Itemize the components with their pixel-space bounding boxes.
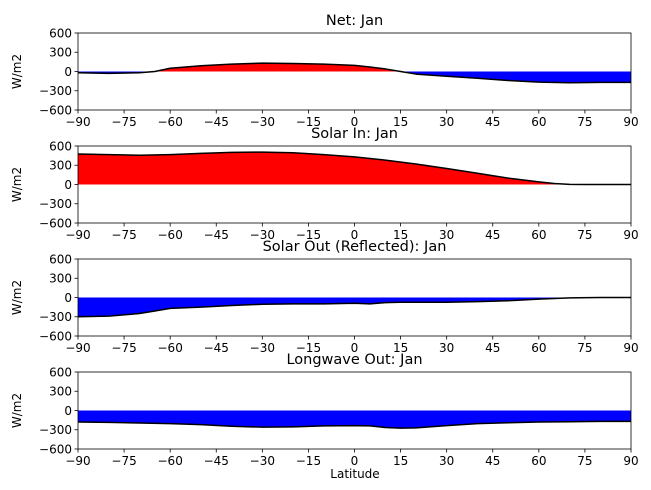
x-tick-label: −30 bbox=[250, 228, 275, 242]
y-tick-label: 300 bbox=[49, 385, 72, 399]
x-tick-label: 60 bbox=[531, 341, 546, 355]
x-tick-label: −90 bbox=[65, 454, 90, 468]
x-tick-label: 90 bbox=[623, 341, 638, 355]
panel-1: −90 −75 −60 −45 −30 −15 0 15 30 45 60 75 90 600 300 0 −3… bbox=[10, 13, 639, 129]
y-tick-label: −300 bbox=[39, 197, 72, 211]
y-axis-label: W/m2 bbox=[10, 393, 24, 428]
x-tick-label: 0 bbox=[351, 228, 359, 242]
y-tick-label: −600 bbox=[39, 103, 72, 117]
x-tick-label: 15 bbox=[393, 115, 408, 129]
x-tick-label: 45 bbox=[485, 115, 500, 129]
x-tick-label: −75 bbox=[111, 115, 136, 129]
x-tick-label: −60 bbox=[158, 341, 183, 355]
series-line bbox=[78, 296, 631, 318]
y-axis-label: W/m2 bbox=[10, 54, 24, 89]
x-tick-label: −60 bbox=[158, 228, 183, 242]
x-tick-label: 45 bbox=[485, 228, 500, 242]
x-tick-label: −45 bbox=[204, 454, 229, 468]
area-fill-negative bbox=[78, 297, 631, 317]
x-tick-label: 60 bbox=[531, 228, 546, 242]
y-axis-label: W/m2 bbox=[10, 167, 24, 202]
series-line bbox=[78, 420, 631, 429]
x-tick-label: 75 bbox=[577, 115, 592, 129]
x-tick-label: −90 bbox=[65, 341, 90, 355]
y-tick-label: −600 bbox=[39, 442, 72, 456]
y-tick-label: 600 bbox=[49, 26, 72, 40]
x-tick-label: −30 bbox=[250, 341, 275, 355]
x-tick-label: 60 bbox=[531, 115, 546, 129]
x-tick-label: 30 bbox=[439, 228, 454, 242]
y-tick-label: −300 bbox=[39, 84, 72, 98]
y-tick-label: 0 bbox=[64, 291, 72, 305]
x-tick-label: −90 bbox=[65, 228, 90, 242]
y-tick-label: 300 bbox=[49, 46, 72, 60]
y-tick-label: 600 bbox=[49, 252, 72, 266]
x-tick-label: −45 bbox=[204, 115, 229, 129]
panel-title: Solar In: Jan bbox=[311, 126, 398, 142]
x-tick-label: −30 bbox=[250, 454, 275, 468]
x-tick-label: 75 bbox=[577, 341, 592, 355]
x-tick-label: 90 bbox=[623, 228, 638, 242]
panel-2: −90 −75 −60 −45 −30 −15 0 15 30 45 60 75 90 600 300 0 −3… bbox=[10, 126, 639, 242]
x-tick-label: 15 bbox=[393, 341, 408, 355]
y-tick-label: 600 bbox=[49, 365, 72, 379]
x-tick-label: 60 bbox=[531, 454, 546, 468]
x-tick-label: −15 bbox=[296, 341, 321, 355]
x-tick-label: 30 bbox=[439, 341, 454, 355]
x-tick-label: −15 bbox=[296, 454, 321, 468]
x-axis-label: Latitude bbox=[330, 467, 379, 481]
x-tick-label: −15 bbox=[296, 228, 321, 242]
y-tick-label: 0 bbox=[64, 65, 72, 79]
x-tick-label: 0 bbox=[351, 454, 359, 468]
x-tick-label: 45 bbox=[485, 454, 500, 468]
y-tick-label: 0 bbox=[64, 178, 72, 192]
x-tick-label: −60 bbox=[158, 115, 183, 129]
y-tick-label: 300 bbox=[49, 159, 72, 173]
x-tick-label: −45 bbox=[204, 341, 229, 355]
x-tick-label: 75 bbox=[577, 454, 592, 468]
x-tick-label: 30 bbox=[439, 454, 454, 468]
x-tick-label: −30 bbox=[250, 115, 275, 129]
x-tick-label: 45 bbox=[485, 341, 500, 355]
x-tick-label: −15 bbox=[296, 115, 321, 129]
area-fill-negative bbox=[78, 410, 631, 429]
panel-title: Net: Jan bbox=[326, 13, 383, 29]
x-tick-label: −75 bbox=[111, 454, 136, 468]
x-tick-label: 90 bbox=[623, 454, 638, 468]
y-tick-label: −600 bbox=[39, 216, 72, 230]
y-axis-label: W/m2 bbox=[10, 280, 24, 315]
x-tick-label: 0 bbox=[351, 115, 359, 129]
y-tick-label: −600 bbox=[39, 329, 72, 343]
y-tick-label: −300 bbox=[39, 310, 72, 324]
y-tick-label: −300 bbox=[39, 423, 72, 437]
panel-4: −90 −75 −60 −45 −30 −15 0 15 30 45 60 75 90 600 300 0 −3… bbox=[10, 352, 639, 468]
panel-3: −90 −75 −60 −45 −30 −15 0 15 30 45 60 75 90 600 300 0 −3… bbox=[10, 239, 639, 355]
y-tick-label: 600 bbox=[49, 139, 72, 153]
y-tick-label: 0 bbox=[64, 404, 72, 418]
x-tick-label: 90 bbox=[623, 115, 638, 129]
x-tick-label: 0 bbox=[351, 341, 359, 355]
x-tick-label: 15 bbox=[393, 454, 408, 468]
panel-title: Longwave Out: Jan bbox=[286, 352, 422, 368]
x-tick-label: −45 bbox=[204, 228, 229, 242]
series-line bbox=[78, 62, 631, 84]
series-line bbox=[78, 151, 631, 186]
x-tick-label: −60 bbox=[158, 454, 183, 468]
y-tick-label: 300 bbox=[49, 272, 72, 286]
x-tick-label: 75 bbox=[577, 228, 592, 242]
area-fill-negative bbox=[78, 71, 631, 83]
x-tick-label: −75 bbox=[111, 341, 136, 355]
x-tick-label: 30 bbox=[439, 115, 454, 129]
x-tick-label: −90 bbox=[65, 115, 90, 129]
x-tick-label: −75 bbox=[111, 228, 136, 242]
x-tick-label: 15 bbox=[393, 228, 408, 242]
panel-title: Solar Out (Reflected): Jan bbox=[263, 239, 447, 255]
